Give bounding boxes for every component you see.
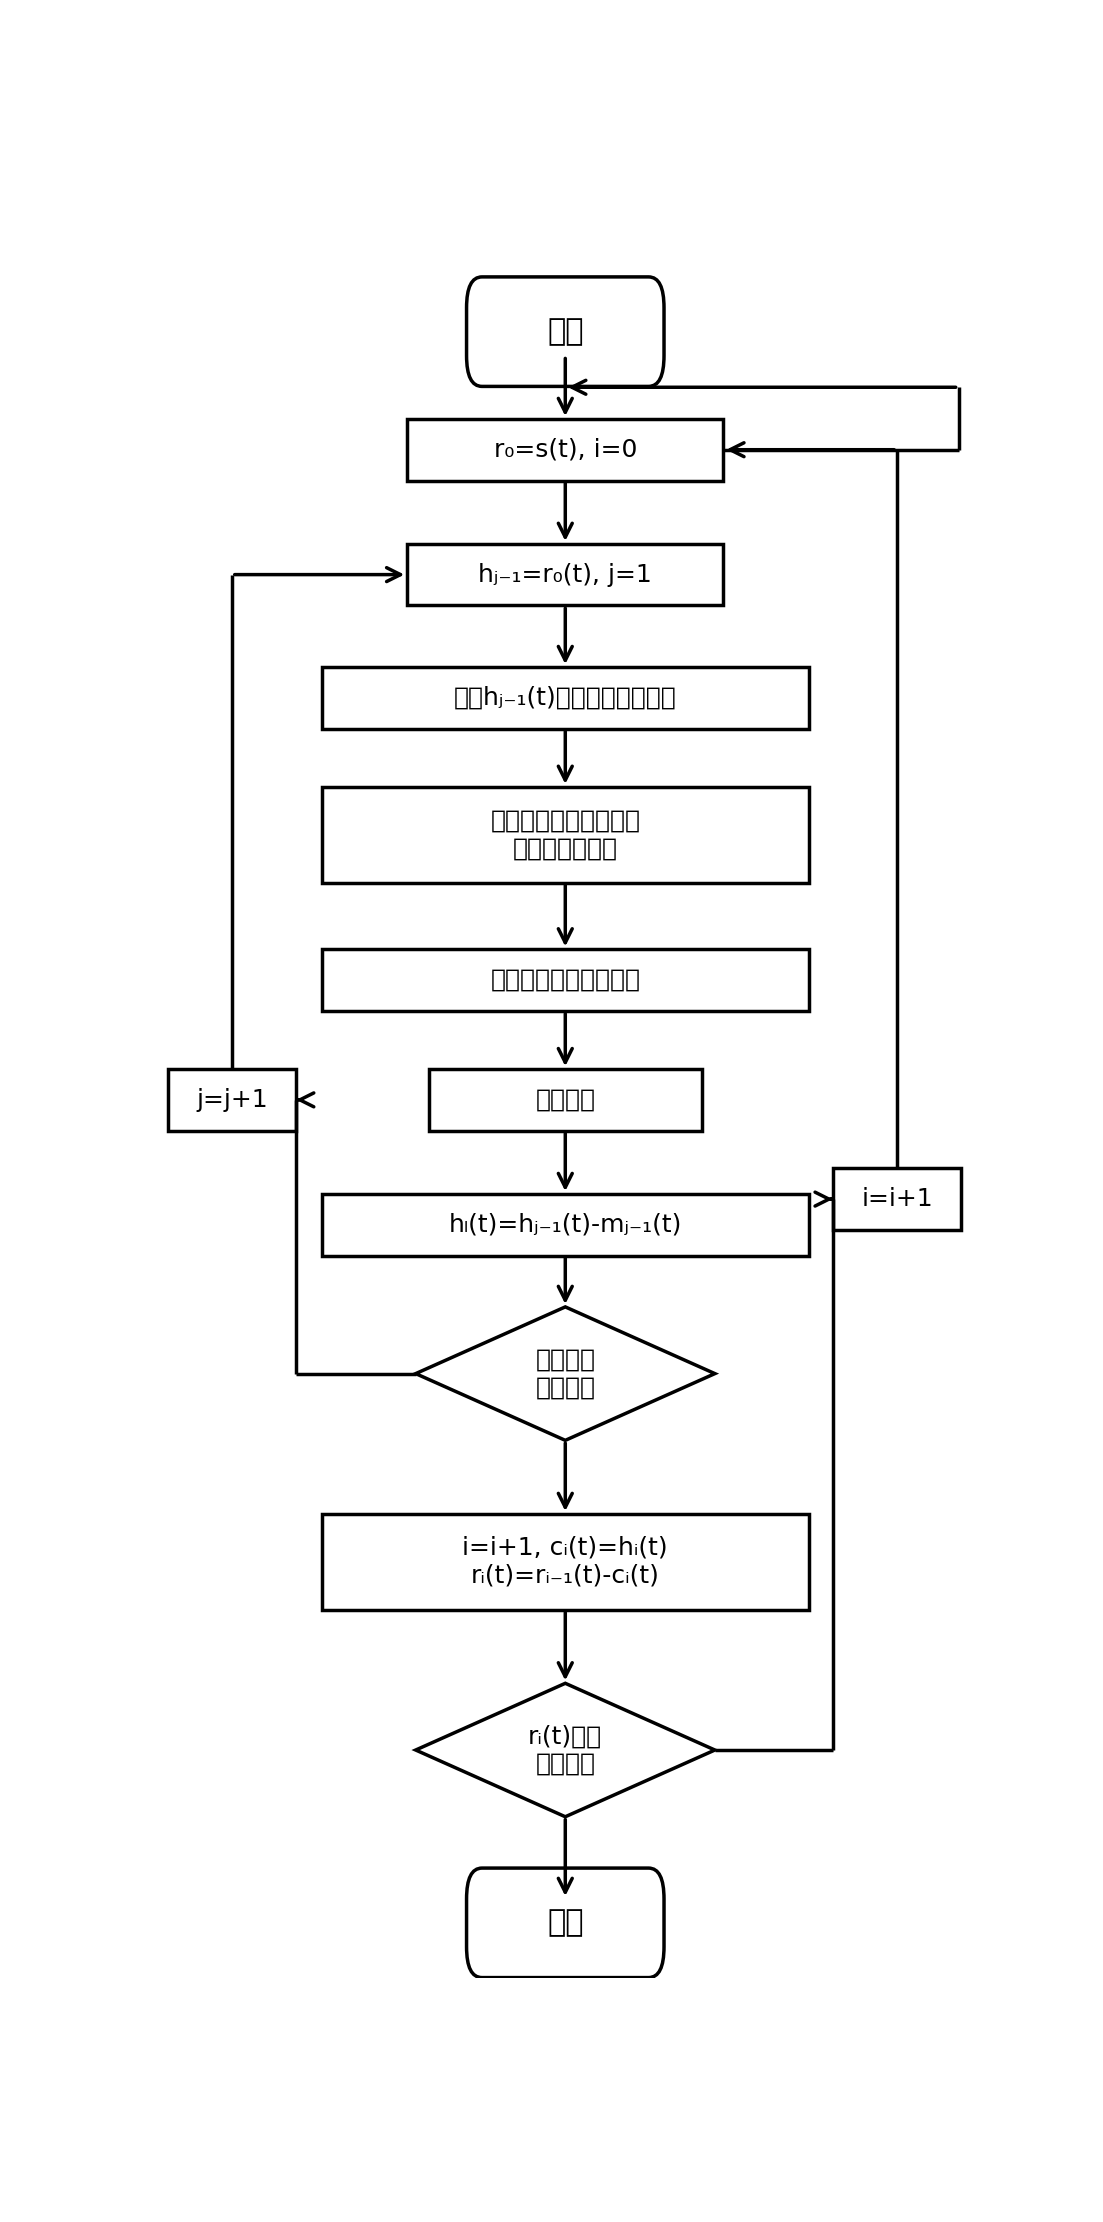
FancyBboxPatch shape <box>467 278 664 387</box>
Text: 开始: 开始 <box>547 318 583 347</box>
Bar <box>322 1513 808 1609</box>
Bar <box>428 1069 702 1131</box>
Bar <box>322 949 808 1011</box>
Text: 分别进行三次样条插値
得到上下包络线: 分别进行三次样条插値 得到上下包络线 <box>491 809 640 860</box>
Bar <box>322 787 808 882</box>
Bar <box>168 1069 296 1131</box>
Text: hⱼ₋₁=r₀(t), j=1: hⱼ₋₁=r₀(t), j=1 <box>479 562 652 587</box>
Text: 计算均値: 计算均値 <box>535 1089 596 1111</box>
Text: j=j+1: j=j+1 <box>196 1089 268 1111</box>
Bar <box>407 420 724 480</box>
FancyBboxPatch shape <box>467 1869 664 1978</box>
Bar <box>322 1193 808 1255</box>
Text: r₀=s(t), i=0: r₀=s(t), i=0 <box>494 438 636 462</box>
Text: i=i+1: i=i+1 <box>861 1187 933 1211</box>
Polygon shape <box>416 1684 715 1818</box>
Text: 求出hⱼ₋₁(t)所有极大値极小値: 求出hⱼ₋₁(t)所有极大値极小値 <box>454 687 676 709</box>
Text: rᵢ(t)满足
停止条件: rᵢ(t)满足 停止条件 <box>528 1724 602 1775</box>
Bar <box>833 1169 961 1231</box>
Polygon shape <box>416 1307 715 1440</box>
Text: 在极値域进行局部平均: 在极値域进行局部平均 <box>491 969 640 991</box>
Text: hₗ(t)=hⱼ₋₁(t)-mⱼ₋₁(t): hₗ(t)=hⱼ₋₁(t)-mⱼ₋₁(t) <box>449 1213 682 1238</box>
Text: i=i+1, cᵢ(t)=hᵢ(t)
rᵢ(t)=rᵢ₋₁(t)-cᵢ(t): i=i+1, cᵢ(t)=hᵢ(t) rᵢ(t)=rᵢ₋₁(t)-cᵢ(t) <box>462 1535 668 1589</box>
Text: 误差满足
停止条件: 误差满足 停止条件 <box>535 1349 596 1400</box>
Text: 结束: 结束 <box>547 1909 583 1938</box>
Bar <box>407 544 724 604</box>
Bar <box>322 667 808 729</box>
